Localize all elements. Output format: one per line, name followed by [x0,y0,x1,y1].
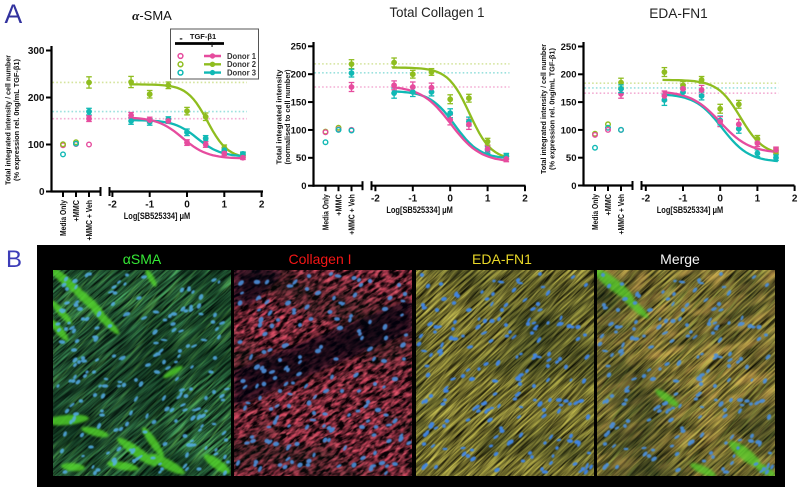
svg-text:Log[SB525334] μM: Log[SB525334] μM [657,205,724,215]
svg-text:0: 0 [571,181,576,192]
svg-text:0: 0 [301,181,306,192]
svg-text:2: 2 [792,194,798,205]
svg-text:Total integrated intensity: Total integrated intensity [275,69,284,165]
svg-text:0: 0 [447,194,453,205]
svg-text:0: 0 [184,200,190,211]
svg-text:+MMC: +MMC [335,194,344,216]
svg-text:Donor 1: Donor 1 [227,51,256,61]
svg-text:(% expression rel. 0ng/mL TGF-: (% expression rel. 0ng/mL TGF-β1) [548,48,557,170]
svg-text:Donor 3: Donor 3 [227,67,256,77]
svg-text:Media Only: Media Only [59,200,68,236]
svg-text:(normalised to cell number): (normalised to cell number) [283,69,292,164]
svg-text:Media Only: Media Only [322,194,331,230]
svg-text:EDA-FN1: EDA-FN1 [649,5,708,21]
svg-text:Total integrated intensity / c: Total integrated intensity / cell number [4,55,13,185]
svg-text:-2: -2 [108,200,117,211]
svg-text:200: 200 [561,70,577,81]
svg-text:α-SMA: α-SMA [132,8,172,23]
svg-text:50: 50 [296,153,307,164]
svg-text:-1: -1 [679,194,688,205]
svg-text:150: 150 [561,98,577,109]
svg-text:-1: -1 [145,200,154,211]
svg-text:100: 100 [28,140,45,151]
svg-text:+MMC: +MMC [72,200,81,222]
svg-text:-2: -2 [371,194,380,205]
svg-text:-: - [179,34,182,45]
svg-text:+MMC + Veh: +MMC + Veh [85,200,94,241]
svg-text:0: 0 [717,194,723,205]
svg-text:+MMC + Veh: +MMC + Veh [348,194,357,235]
svg-text:100: 100 [291,125,307,136]
svg-text:1: 1 [222,200,228,211]
svg-text:0: 0 [39,187,45,198]
svg-text:(% expression rel. 0ng/mL TGF-: (% expression rel. 0ng/mL TGF-β1) [12,59,21,181]
svg-text:Media Only: Media Only [591,194,600,230]
svg-text:2: 2 [522,194,528,205]
svg-text:-2: -2 [641,194,650,205]
svg-text:200: 200 [291,70,307,81]
svg-text:Log[SB525334] μM: Log[SB525334] μM [386,205,453,215]
svg-text:1: 1 [485,194,491,205]
svg-text:TGF-β1: TGF-β1 [190,32,216,41]
svg-text:1: 1 [755,194,761,205]
svg-text:250: 250 [291,42,307,53]
svg-text:Log[SB525334] μM: Log[SB525334] μM [124,211,191,221]
svg-text:+MMC + Veh: +MMC + Veh [617,194,626,235]
svg-text:2: 2 [259,200,265,211]
svg-text:200: 200 [28,93,45,104]
svg-text:50: 50 [566,153,577,164]
svg-text:Donor 2: Donor 2 [227,59,256,69]
svg-text:250: 250 [561,42,577,53]
svg-text:300: 300 [28,46,45,57]
svg-text:+: + [209,40,215,51]
svg-text:-1: -1 [408,194,417,205]
svg-text:100: 100 [561,125,577,136]
svg-text:150: 150 [291,97,307,108]
svg-text:Total integrated intensity / c: Total integrated intensity / cell number [539,44,548,174]
svg-text:Total Collagen 1: Total Collagen 1 [390,4,485,20]
svg-text:+MMC: +MMC [604,194,613,216]
